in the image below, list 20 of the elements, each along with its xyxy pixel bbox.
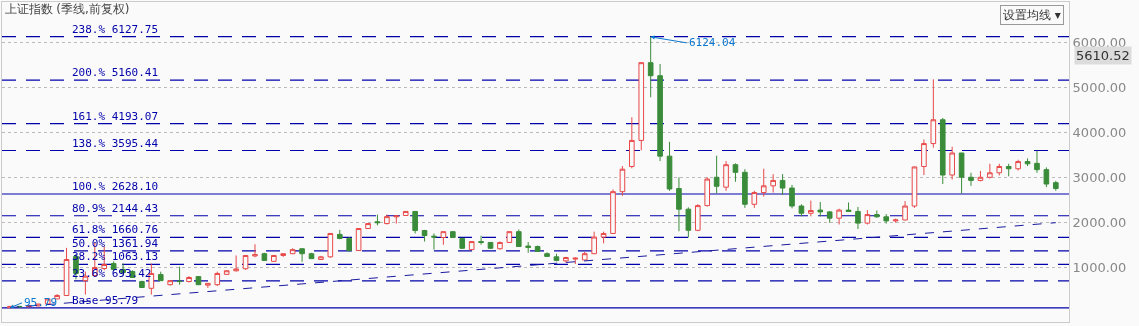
ref-line-label: Base 95.79 (72, 294, 139, 307)
y-tick-label: 2000.00 (1072, 214, 1127, 230)
y-tick-label: 3000.00 (1072, 169, 1127, 185)
y-tick-label: 4000.00 (1072, 124, 1127, 140)
text: 5610.52 (1076, 48, 1130, 63)
y-tick-label: 1000.00 (1072, 259, 1127, 275)
y-tick-label: 5000.00 (1072, 79, 1127, 95)
ref-line-label: 238.% 6127.75 (72, 23, 159, 36)
ref-line-label: 200.% 5160.41 (72, 66, 159, 79)
ref-line-label: 61.8% 1660.76 (72, 223, 159, 236)
chart-title: 上证指数 (季线,前复权) (4, 2, 130, 17)
annotation: 6124.04 (689, 36, 736, 49)
ref-line-label: 50.0% 1361.94 (72, 237, 159, 250)
annotation: 设置均线 ▾ (1003, 8, 1061, 22)
ref-line-label: 38.2% 1063.13 (72, 250, 159, 263)
y-tick-label: 6000.00 (1072, 35, 1127, 50)
ref-line-label: 161.% 4193.07 (72, 110, 159, 123)
ref-line-label: 80.9% 2144.43 (72, 202, 159, 215)
ref-line-label: 138.% 3595.44 (72, 137, 159, 150)
ref-line-label: 100.% 2628.10 (72, 180, 159, 193)
